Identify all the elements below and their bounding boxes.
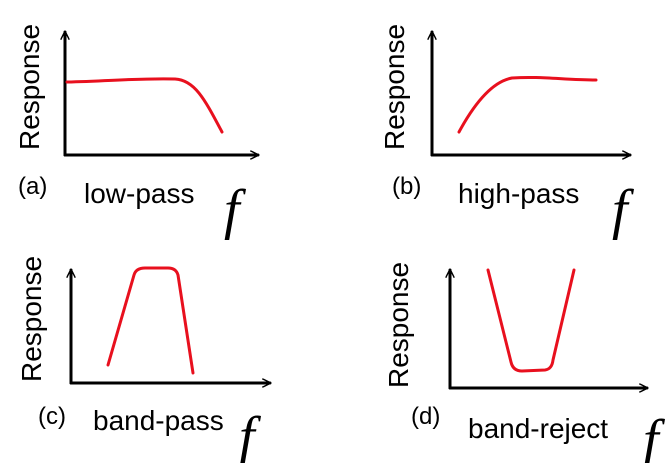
panel-high-pass: Response (b) high-pass f [379, 24, 635, 241]
panel-tag: (d) [411, 403, 440, 430]
frequency-symbol: f [612, 179, 635, 241]
panel-caption: low-pass [84, 178, 194, 209]
panel-tag: (b) [392, 173, 421, 200]
y-axis-label: Response [383, 262, 414, 388]
frequency-symbol: f [224, 179, 247, 241]
response-curve [486, 268, 576, 373]
y-axis-label: Response [379, 24, 410, 150]
y-axis-label: Response [16, 256, 47, 382]
panel-tag: (c) [38, 403, 66, 430]
frequency-symbol: f [643, 409, 666, 463]
panel-tag: (a) [18, 173, 47, 200]
y-axis-label: Response [14, 24, 45, 150]
response-curve [106, 266, 195, 375]
panel-low-pass: Response (a) low-pass f [14, 24, 260, 241]
panel-caption: band-reject [468, 413, 608, 444]
panel-band-reject: Response (d) band-reject f [383, 262, 666, 468]
response-curve [65, 77, 224, 134]
panel-caption: high-pass [458, 178, 579, 209]
panel-band-pass: Response (c) band-pass f [16, 256, 272, 468]
panel-caption: band-pass [93, 405, 224, 436]
frequency-symbol: f [239, 406, 262, 463]
response-curve [457, 75, 598, 134]
